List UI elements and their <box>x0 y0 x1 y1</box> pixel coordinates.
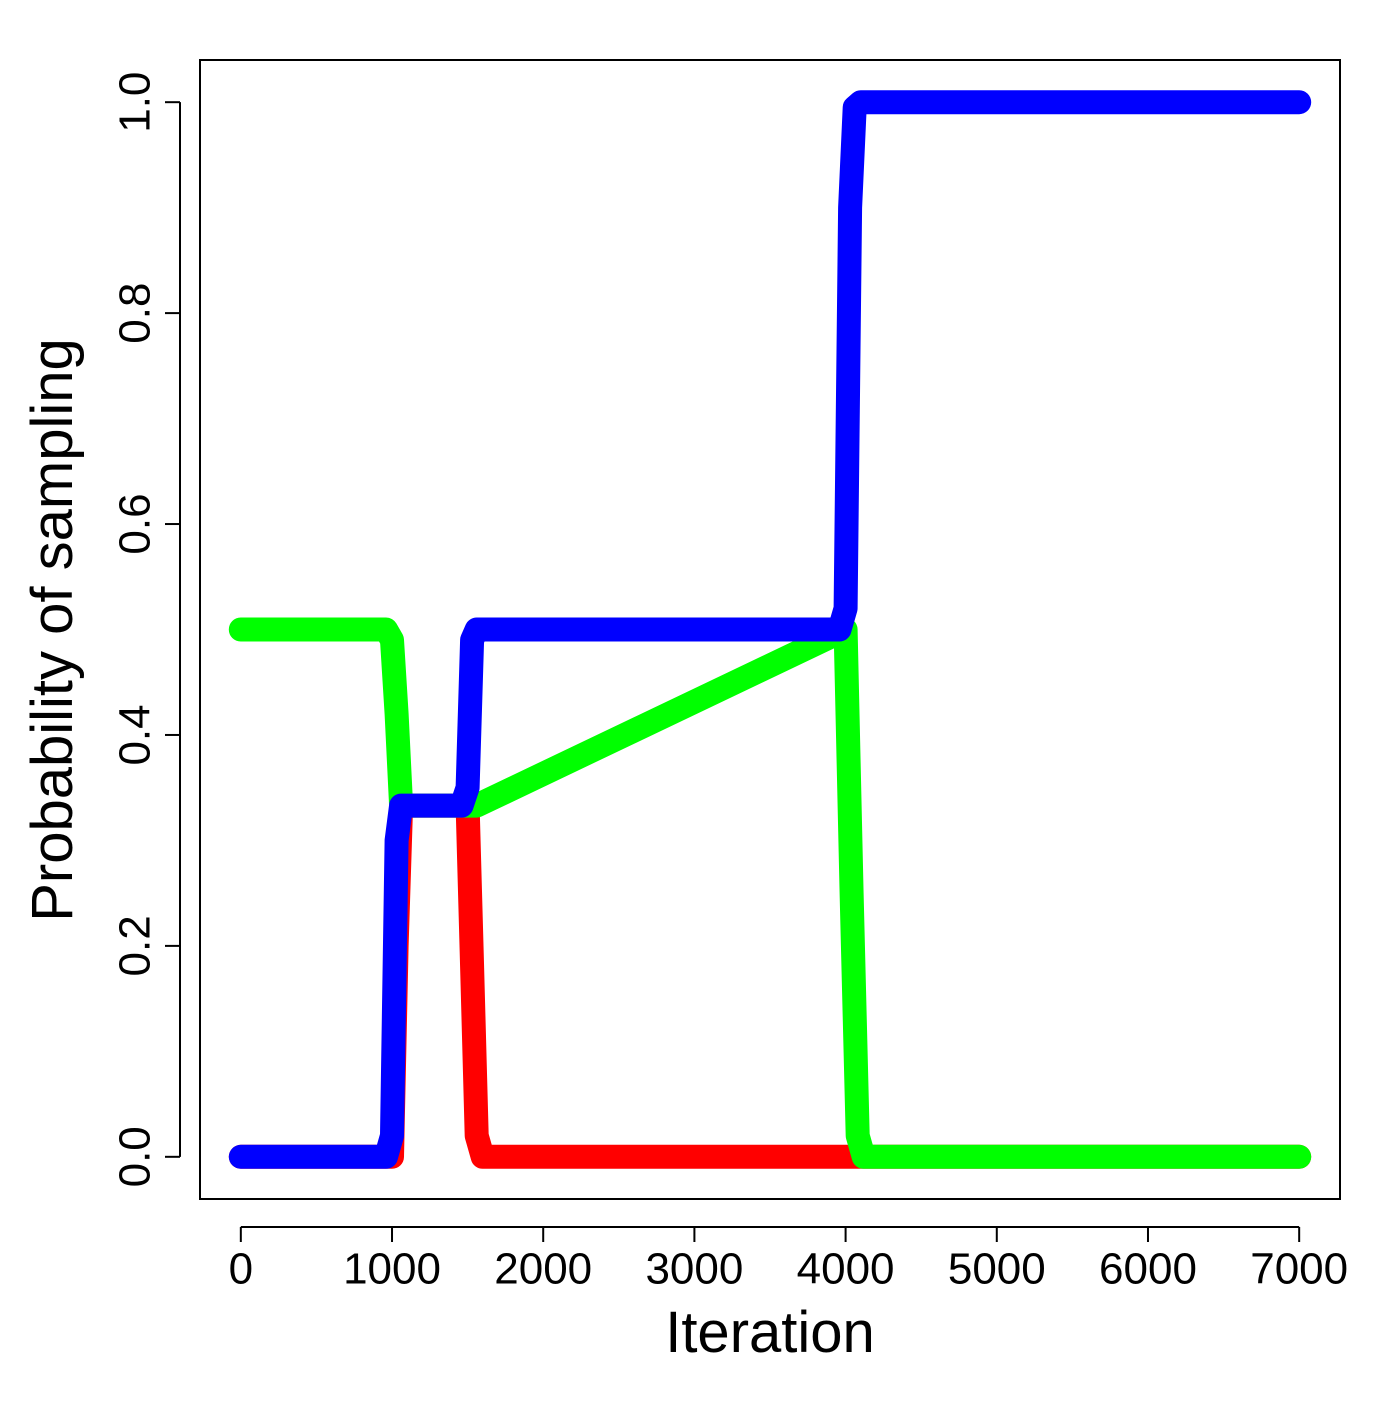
x-tick-label: 7000 <box>1250 1245 1348 1294</box>
y-tick-label: 0.0 <box>111 1126 160 1187</box>
y-tick-label: 0.4 <box>111 704 160 765</box>
y-tick-label: 0.6 <box>111 493 160 554</box>
y-tick-label: 1.0 <box>111 72 160 133</box>
plot-frame <box>199 59 1341 1200</box>
series-line-3 <box>228 90 1312 1169</box>
x-tick-label: 6000 <box>1099 1245 1197 1294</box>
x-tick-label: 2000 <box>494 1245 592 1294</box>
y-tick-label: 0.8 <box>111 283 160 344</box>
x-axis: 0 1000 2000 3000 4000 5000 6000 7000 <box>229 1226 1348 1294</box>
x-tick-label: 4000 <box>797 1245 895 1294</box>
plot-lines <box>228 90 1312 1169</box>
x-tick-label: 1000 <box>343 1245 441 1294</box>
y-tick-label: 0.2 <box>111 915 160 976</box>
x-axis-label: Iteration <box>665 1300 875 1365</box>
x-tick-label: 3000 <box>645 1245 743 1294</box>
x-tick-label: 5000 <box>948 1245 1046 1294</box>
x-tick-label: 0 <box>229 1245 253 1294</box>
y-axis-label: Probability of sampling <box>20 338 85 922</box>
y-axis: 0.0 0.2 0.4 0.6 0.8 1.0 <box>111 72 181 1187</box>
